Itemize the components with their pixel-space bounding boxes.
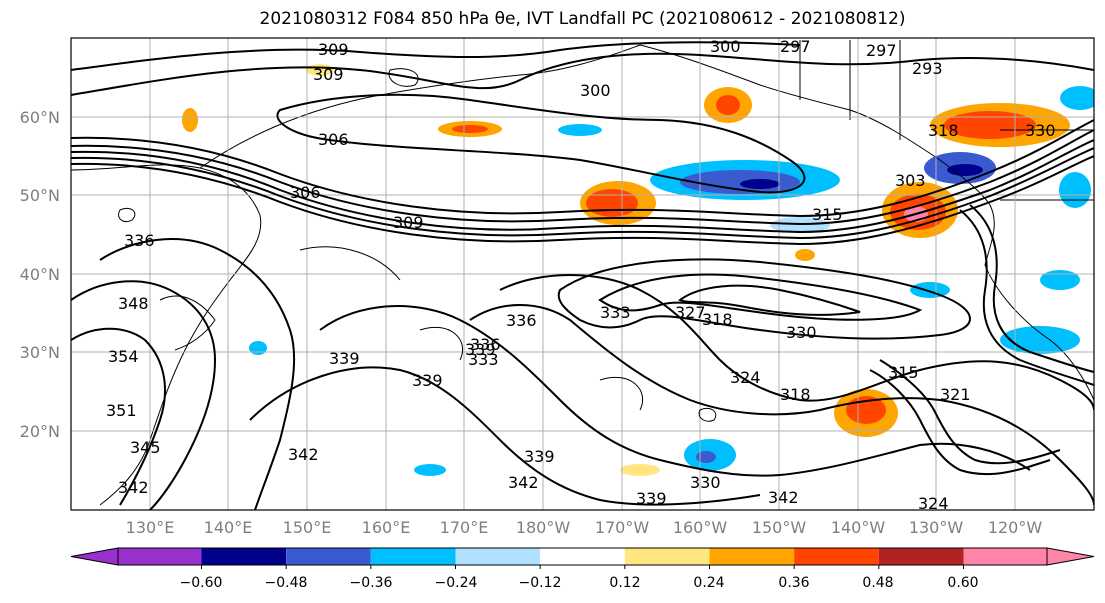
lon-label: 120°W bbox=[988, 518, 1043, 537]
contour-label: 339 bbox=[465, 340, 496, 359]
contour-label: 345 bbox=[130, 438, 161, 457]
colorbar-tick-label: −0.12 bbox=[519, 575, 562, 591]
colorbar-ticks: −0.60 −0.48 −0.36 −0.24 −0.12 0.12 0.24 … bbox=[180, 575, 979, 591]
contour-label: 342 bbox=[768, 488, 799, 507]
contour-label: 315 bbox=[812, 205, 843, 224]
lon-label: 170°E bbox=[440, 518, 489, 537]
colorbar-tick-label: 0.48 bbox=[862, 575, 893, 591]
contour-label: 333 bbox=[468, 350, 499, 369]
map-frame bbox=[70, 37, 1095, 511]
lon-label: 140°E bbox=[204, 518, 253, 537]
colorbar-segment bbox=[878, 548, 964, 565]
contour-label: 324 bbox=[918, 494, 949, 513]
colorbar bbox=[70, 547, 1095, 569]
lat-label: 20°N bbox=[20, 422, 60, 441]
colorbar-tick-label: −0.24 bbox=[435, 575, 478, 591]
contour-label: 339 bbox=[636, 489, 667, 508]
contour-label: 300 bbox=[580, 81, 611, 100]
lon-label: 150°E bbox=[283, 518, 332, 537]
lon-label: 130°E bbox=[126, 518, 175, 537]
contour-label: 342 bbox=[508, 473, 539, 492]
contour-label: 318 bbox=[780, 385, 811, 404]
contour-label: 293 bbox=[912, 59, 943, 78]
page-title: 2021080312 F084 850 hPa θe, IVT Landfall… bbox=[259, 9, 906, 29]
lon-label: 160°W bbox=[673, 518, 728, 537]
contour-label: 336 bbox=[124, 231, 155, 250]
lat-label: 30°N bbox=[20, 343, 60, 362]
contour-label: 330 bbox=[1025, 121, 1056, 140]
lon-label: 140°W bbox=[831, 518, 886, 537]
colorbar-frame bbox=[117, 547, 1048, 566]
colorbar-segment bbox=[624, 548, 710, 565]
contour-labels: 309 309 300 300 297 297 293 306 306 309 … bbox=[106, 37, 1056, 513]
lat-label: 60°N bbox=[20, 108, 60, 127]
colorbar-segment bbox=[201, 548, 287, 565]
contour-label: 306 bbox=[290, 183, 321, 202]
contour-label: 342 bbox=[288, 445, 319, 464]
colorbar-segment bbox=[794, 548, 879, 565]
contour-label: 315 bbox=[888, 363, 919, 382]
contour-label: 330 bbox=[786, 323, 817, 342]
contour-label: 342 bbox=[118, 478, 149, 497]
contour-label: 309 bbox=[318, 40, 349, 59]
lon-label: 160°E bbox=[362, 518, 411, 537]
contour-label: 333 bbox=[600, 303, 631, 322]
colorbar-segment bbox=[963, 548, 1047, 565]
colorbar-segment bbox=[118, 548, 202, 565]
contour-label: 321 bbox=[940, 385, 971, 404]
contour-label: 309 bbox=[393, 213, 424, 232]
contour-label: 318 bbox=[928, 121, 959, 140]
colorbar-tick-label: 0.24 bbox=[693, 575, 724, 591]
contour-label: 330 bbox=[690, 473, 721, 492]
colorbar-extend-min bbox=[70, 547, 119, 566]
lon-label: 170°W bbox=[595, 518, 650, 537]
contour-label: 318 bbox=[702, 310, 733, 329]
colorbar-tick-label: 0.12 bbox=[609, 575, 640, 591]
lon-labels: 130°E 140°E 150°E 160°E 170°E 180°W 170°… bbox=[126, 518, 1043, 537]
contour-label: 336 bbox=[506, 311, 537, 330]
contour-label: 306 bbox=[318, 130, 349, 149]
lon-label: 150°W bbox=[752, 518, 807, 537]
contour-label: 339 bbox=[412, 371, 443, 390]
colorbar-tick-label: 0.60 bbox=[947, 575, 978, 591]
contour-label: 324 bbox=[730, 368, 761, 387]
colorbar-tick-label: −0.36 bbox=[350, 575, 393, 591]
map-area bbox=[71, 38, 1094, 510]
colorbar-segment bbox=[709, 548, 795, 565]
lat-label: 40°N bbox=[20, 265, 60, 284]
lat-labels: 60°N 50°N 40°N 30°N 20°N bbox=[20, 108, 60, 441]
colorbar-extend-max bbox=[1046, 547, 1095, 566]
colorbar-tick-label: −0.60 bbox=[180, 575, 223, 591]
contour-label: 309 bbox=[313, 65, 344, 84]
contour-label: 300 bbox=[710, 37, 741, 56]
colorbar-segment bbox=[540, 548, 625, 565]
contour-label: 327 bbox=[675, 303, 706, 322]
contour-label: 336 bbox=[470, 335, 501, 354]
thin-contours bbox=[118, 68, 717, 422]
contour-label: 303 bbox=[895, 171, 926, 190]
contour-label: 339 bbox=[524, 447, 555, 466]
colorbar-tick-label: −0.48 bbox=[265, 575, 308, 591]
colorbar-tick-label: 0.36 bbox=[778, 575, 809, 591]
contour-label: 351 bbox=[106, 401, 137, 420]
theta-e-contours bbox=[71, 41, 1094, 510]
lat-label: 50°N bbox=[20, 186, 60, 205]
lon-label: 180°W bbox=[516, 518, 571, 537]
colorbar-segment bbox=[286, 548, 371, 565]
contour-label: 297 bbox=[866, 41, 897, 60]
contour-label: 354 bbox=[108, 347, 139, 366]
colorbar-segment bbox=[370, 548, 456, 565]
contour-label: 297 bbox=[780, 37, 811, 56]
contour-label: 339 bbox=[329, 349, 360, 368]
colorbar-segment bbox=[455, 548, 541, 565]
contour-label: 348 bbox=[118, 294, 149, 313]
lon-label: 130°W bbox=[909, 518, 964, 537]
